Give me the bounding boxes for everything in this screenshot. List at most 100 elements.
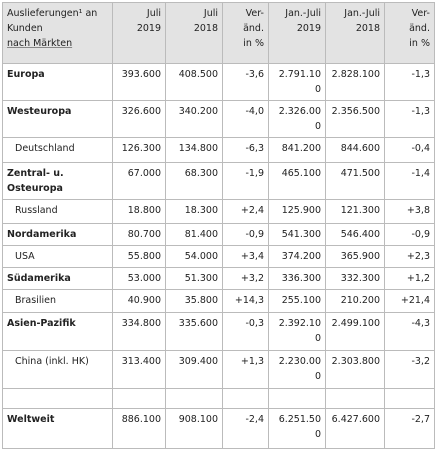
- value-cell: -1,9: [222, 162, 269, 200]
- value-cell: 471.500: [325, 162, 385, 200]
- row-label-text: Brasilien: [15, 295, 56, 306]
- value-cell: +2,3: [384, 245, 435, 268]
- value-cell: 374.200: [268, 245, 326, 268]
- value-cell: -4,3: [384, 312, 435, 351]
- value-cell: +1,3: [222, 350, 269, 389]
- empty-cell: [384, 388, 435, 409]
- row-label: Russland: [2, 199, 113, 224]
- value-cell: +3,2: [222, 267, 269, 290]
- value-cell: 2.392.100: [268, 312, 326, 351]
- column-header-line: änd.: [243, 23, 264, 34]
- value-cell: -2,4: [222, 408, 269, 449]
- column-header-line: Jan.-Juli: [285, 8, 321, 19]
- row-label: Südamerika: [2, 267, 113, 290]
- header-label: Auslieferungen¹ an Kunden nach Märkten: [2, 2, 113, 64]
- value-cell: 81.400: [165, 223, 223, 246]
- column-header-line: in %: [243, 38, 264, 49]
- value-cell: 2.230.000: [268, 350, 326, 389]
- value-cell: -0,3: [222, 312, 269, 351]
- value-cell: -6,3: [222, 137, 269, 163]
- value-cell: -0,9: [384, 223, 435, 246]
- value-cell: 340.200: [165, 100, 223, 138]
- column-header: Juli 2019: [112, 2, 166, 64]
- value-cell: 2.303.800: [325, 350, 385, 389]
- value-cell: 210.200: [325, 289, 385, 313]
- value-cell: 134.800: [165, 137, 223, 163]
- value-cell: 6.427.600: [325, 408, 385, 449]
- value-cell: 336.300: [268, 267, 326, 290]
- value-cell: 55.800: [112, 245, 166, 268]
- column-header: Jan.-Juli 2019: [268, 2, 326, 64]
- value-cell: 53.000: [112, 267, 166, 290]
- value-cell: -3,2: [384, 350, 435, 389]
- data-row: Weltweit 886.100 908.100 -2,4 6.251.500 6.427…: [2, 408, 435, 449]
- row-label-text: Zentral- u. Osteuropa: [7, 168, 64, 194]
- value-cell: -1,3: [384, 63, 435, 101]
- row-label-text: Westeuropa: [7, 106, 72, 117]
- column-header: Juli 2018: [165, 2, 223, 64]
- data-row: Westeuropa 326.600 340.200 -4,0 2.326.000 2.3…: [2, 100, 435, 138]
- value-cell: 6.251.500: [268, 408, 326, 449]
- value-cell: 18.300: [165, 199, 223, 224]
- value-cell: 908.100: [165, 408, 223, 449]
- value-cell: 2.499.100: [325, 312, 385, 351]
- column-header-line: Jan.-Juli: [344, 8, 380, 19]
- empty-cell: [268, 388, 326, 409]
- row-label-text: Weltweit: [7, 414, 55, 425]
- value-cell: 67.000: [112, 162, 166, 200]
- data-row: Europa 393.600 408.500 -3,6 2.791.100 2.828.1…: [2, 63, 435, 101]
- data-row: Zentral- u. Osteuropa 67.000 68.300 -1,9 465…: [2, 162, 435, 200]
- row-label: Deutschland: [2, 137, 113, 163]
- value-cell: -1,4: [384, 162, 435, 200]
- row-label: Zentral- u. Osteuropa: [2, 162, 113, 200]
- row-label: Europa: [2, 63, 113, 101]
- column-header: Ver-änd. in %: [384, 2, 435, 64]
- value-cell: 2.326.000: [268, 100, 326, 138]
- value-cell: 326.600: [112, 100, 166, 138]
- spacer-row: [2, 388, 435, 409]
- value-cell: 541.300: [268, 223, 326, 246]
- value-cell: 886.100: [112, 408, 166, 449]
- value-cell: -1,3: [384, 100, 435, 138]
- column-header-line: Ver-: [245, 8, 264, 19]
- row-label: USA: [2, 245, 113, 268]
- value-cell: 408.500: [165, 63, 223, 101]
- data-row: Deutschland 126.300 134.800 -6,3 841.200 844.…: [2, 137, 435, 163]
- data-row: China (inkl. HK) 313.400 309.400 +1,3 2.230.…: [2, 350, 435, 389]
- value-cell: 365.900: [325, 245, 385, 268]
- column-header-line: 2018: [193, 23, 218, 34]
- value-cell: 35.800: [165, 289, 223, 313]
- column-header-line: 2019: [136, 23, 161, 34]
- row-label-text: China (inkl. HK): [15, 356, 89, 367]
- header-row: Auslieferungen¹ an Kunden nach Märkten Jul…: [2, 2, 435, 64]
- value-cell: 68.300: [165, 162, 223, 200]
- value-cell: 54.000: [165, 245, 223, 268]
- value-cell: 393.600: [112, 63, 166, 101]
- value-cell: 2.828.100: [325, 63, 385, 101]
- value-cell: 841.200: [268, 137, 326, 163]
- value-cell: 18.800: [112, 199, 166, 224]
- column-header-line: änd.: [409, 23, 430, 34]
- value-cell: -4,0: [222, 100, 269, 138]
- value-cell: +2,4: [222, 199, 269, 224]
- row-label-text: Deutschland: [15, 143, 75, 154]
- data-row: Brasilien 40.900 35.800 +14,3 255.100 210.200…: [2, 289, 435, 313]
- row-label: China (inkl. HK): [2, 350, 113, 389]
- value-cell: 40.900: [112, 289, 166, 313]
- value-cell: -0,4: [384, 137, 435, 163]
- value-cell: 332.300: [325, 267, 385, 290]
- column-header-line: 2019: [296, 23, 321, 34]
- value-cell: 2.356.500: [325, 100, 385, 138]
- value-cell: 2.791.100: [268, 63, 326, 101]
- empty-cell: [165, 388, 223, 409]
- column-header-line: Juli: [203, 8, 218, 19]
- value-cell: +1,2: [384, 267, 435, 290]
- value-cell: 309.400: [165, 350, 223, 389]
- value-cell: 546.400: [325, 223, 385, 246]
- value-cell: +14,3: [222, 289, 269, 313]
- value-cell: 465.100: [268, 162, 326, 200]
- value-cell: +3,4: [222, 245, 269, 268]
- empty-cell: [2, 388, 113, 409]
- value-cell: -3,6: [222, 63, 269, 101]
